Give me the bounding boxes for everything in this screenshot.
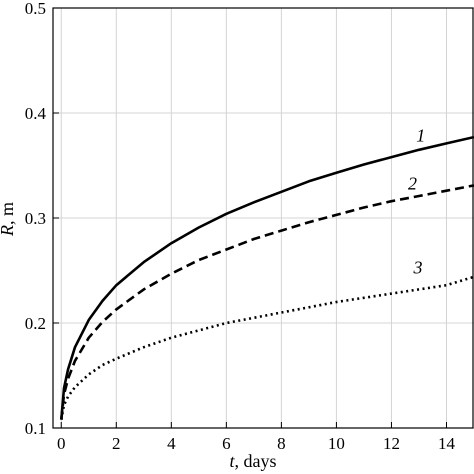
y-tick-label: 0.1 bbox=[25, 419, 46, 438]
ticks bbox=[53, 7, 447, 429]
y-tick-label: 0.4 bbox=[25, 104, 47, 123]
y-axis-variable: R bbox=[0, 225, 17, 237]
x-tick-label: 8 bbox=[277, 434, 286, 453]
series-label-3: 3 bbox=[412, 258, 422, 278]
y-tick-label: 0.2 bbox=[25, 314, 46, 333]
series-label-2: 2 bbox=[408, 174, 417, 194]
series-line-2 bbox=[60, 184, 474, 420]
series-label-1: 1 bbox=[416, 125, 425, 145]
x-axis-label: t, days bbox=[229, 451, 276, 471]
x-axis-variable: t bbox=[229, 451, 235, 471]
x-axis-unit: , days bbox=[235, 451, 277, 471]
y-tick-label: 0.3 bbox=[25, 209, 46, 228]
grid bbox=[53, 7, 474, 429]
x-tick-label: 4 bbox=[167, 434, 176, 453]
tick-labels: 0 2 4 6 8 10 12 140.10.20.30.40.5 bbox=[25, 0, 456, 453]
x-tick-label: 6 bbox=[222, 434, 231, 453]
x-tick-label: 14 bbox=[438, 434, 456, 453]
series-line-3 bbox=[60, 275, 474, 420]
curve-labels: 1 2 3 bbox=[408, 125, 425, 277]
series-group bbox=[60, 135, 474, 420]
series-line-1 bbox=[60, 135, 474, 420]
x-tick-label: 12 bbox=[383, 434, 400, 453]
y-axis-unit: , m bbox=[0, 202, 17, 225]
y-axis-label: R, m bbox=[0, 202, 17, 237]
x-tick-label: 0 bbox=[57, 434, 66, 453]
x-tick-label: 2 bbox=[112, 434, 121, 453]
x-tick-label: 10 bbox=[328, 434, 345, 453]
y-tick-label: 0.5 bbox=[25, 0, 46, 18]
